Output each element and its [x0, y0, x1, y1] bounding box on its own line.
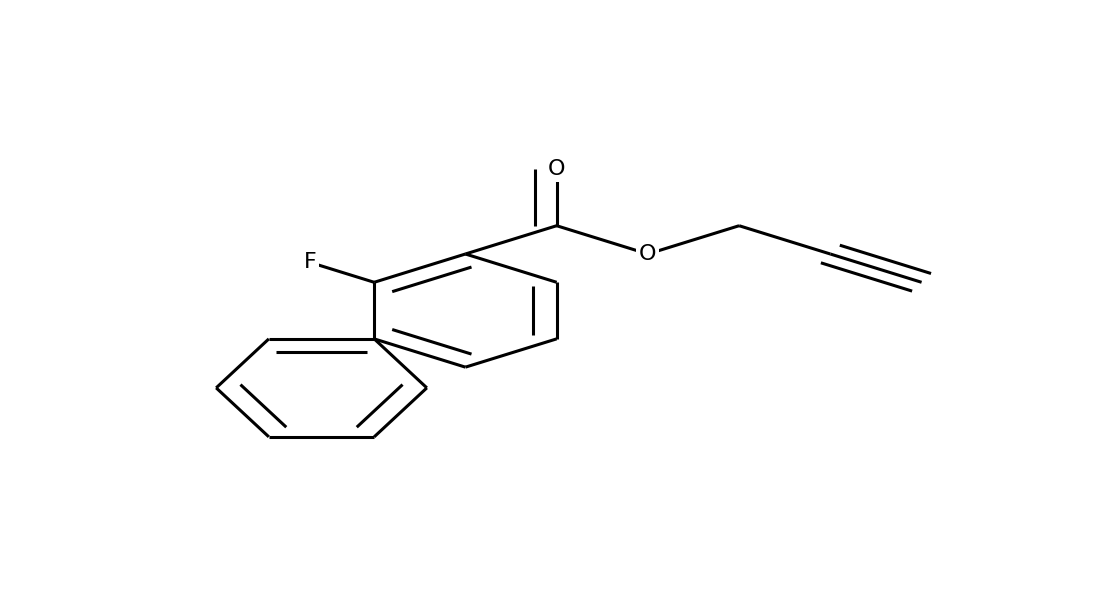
- Text: O: O: [639, 244, 657, 264]
- Text: O: O: [548, 159, 565, 179]
- Text: F: F: [304, 253, 316, 272]
